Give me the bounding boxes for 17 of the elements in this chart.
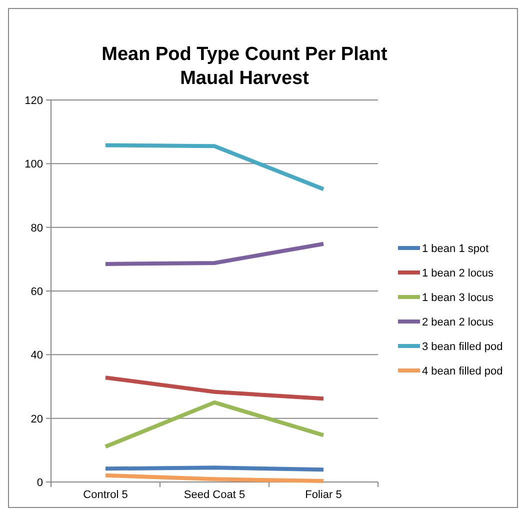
x-tick-label: Control 5	[83, 489, 128, 501]
y-tick-label: 120	[24, 95, 43, 107]
y-tick-label: 60	[30, 286, 43, 298]
legend-label: 4 bean filled pod	[422, 366, 503, 378]
legend-label: 2 bean 2 locus	[422, 316, 494, 328]
y-tick-label: 40	[30, 350, 43, 362]
x-tick-label: Seed Coat 5	[184, 489, 246, 501]
chart-title: Mean Pod Type Count Per Plant Maual Harvest	[102, 44, 388, 89]
legend-label: 1 bean 3 locus	[422, 292, 494, 304]
legend-label: 1 bean 2 locus	[422, 268, 494, 280]
legend-label: 3 bean filled pod	[422, 341, 503, 353]
y-tick-label: 0	[36, 477, 43, 489]
y-tick-label: 80	[30, 222, 43, 234]
x-tick-label: Foliar 5	[305, 489, 342, 501]
y-tick-label: 20	[30, 413, 43, 426]
y-tick-label: 100	[24, 158, 43, 171]
legend-label: 1 bean 1 spot	[422, 243, 489, 255]
